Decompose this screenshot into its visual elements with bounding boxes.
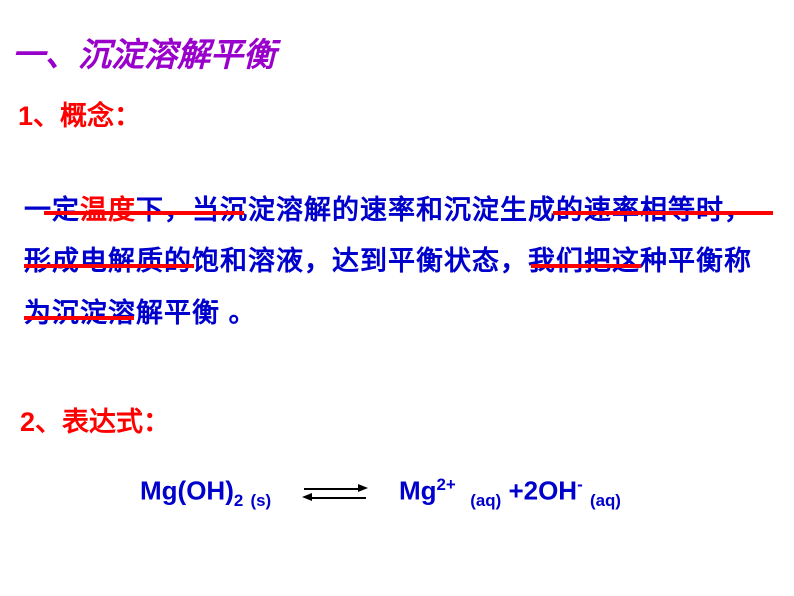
eq-lhs-formula: Mg(OH) xyxy=(140,476,234,506)
subheading-expression: 2、表达式： xyxy=(20,400,170,439)
eq-cation-sup: 2+ xyxy=(437,475,456,494)
section-title: 一、沉淀溶解平衡 xyxy=(12,28,276,76)
eq-anion-sup: - xyxy=(577,475,583,494)
equilibrium-arrow-icon xyxy=(300,484,370,502)
eq-anion-state: (aq) xyxy=(590,491,621,510)
strike-5 xyxy=(24,316,134,320)
strike-1 xyxy=(44,211,244,215)
concept-paragraph: 一定温度下，当沉淀溶解的速率和沉淀生成的速率相等时，形成电解质的饱和溶液，达到平… xyxy=(24,185,774,339)
concept-highlight: 温度 xyxy=(80,195,136,225)
eq-cation: Mg xyxy=(399,476,437,506)
strike-3 xyxy=(24,264,194,268)
eq-cation-state: (aq) xyxy=(470,491,501,510)
concept-prefix: 一定 xyxy=(24,195,80,225)
strike-4 xyxy=(531,264,641,268)
subheading-concept: 1、概念： xyxy=(18,94,141,133)
strike-2 xyxy=(553,211,773,215)
equilibrium-equation: Mg(OH)2 (s) Mg2+ (aq) +2OH- (aq) xyxy=(140,475,621,511)
eq-lhs-state: (s) xyxy=(251,491,272,510)
eq-lhs-sub: 2 xyxy=(234,491,243,510)
eq-plus-anion: +2OH xyxy=(508,476,577,506)
slide: 一、沉淀溶解平衡 1、概念： 一定温度下，当沉淀溶解的速率和沉淀生成的速率相等时… xyxy=(0,0,794,596)
